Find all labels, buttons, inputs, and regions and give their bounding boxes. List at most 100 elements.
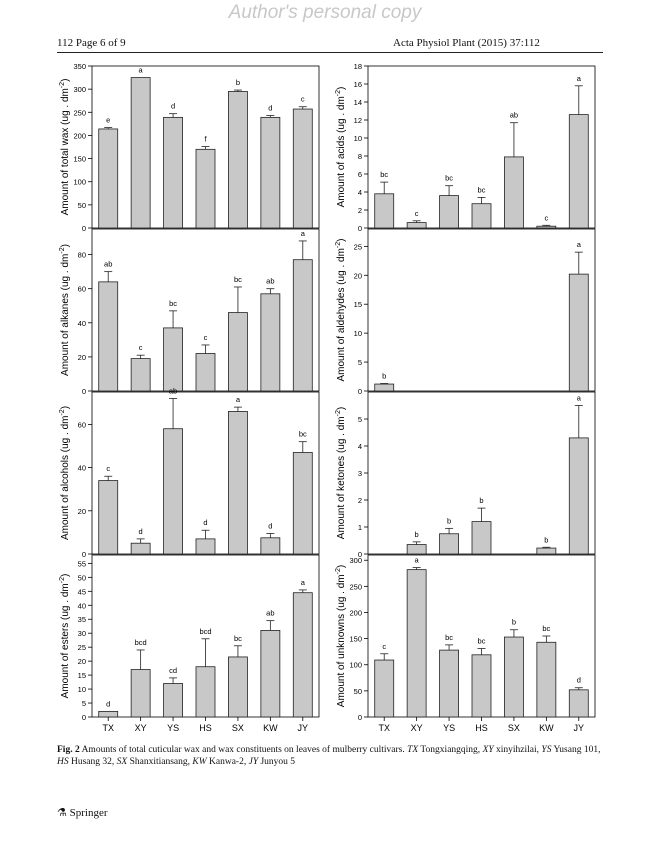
y-tick-label: 60: [78, 285, 86, 294]
bar: [471, 654, 492, 718]
bar: [130, 669, 151, 718]
y-tick-label: 30: [78, 629, 86, 638]
bar: [536, 547, 557, 555]
y-tick-label: 16: [354, 80, 362, 89]
significance-label: d: [268, 104, 272, 113]
caption-legend-abbr: JY: [248, 757, 259, 767]
significance-label: c: [139, 343, 143, 352]
x-tick-label: SX: [508, 723, 520, 733]
y-tick-label: 80: [78, 251, 86, 260]
x-tick-label: JY: [574, 723, 585, 733]
significance-label: b: [382, 371, 386, 380]
significance-label: ab: [266, 609, 274, 618]
bar: [406, 222, 427, 229]
bar: [471, 521, 492, 555]
bar: [130, 358, 151, 392]
bar: [292, 108, 313, 229]
significance-label: bc: [542, 624, 550, 633]
caption-legend: TX Tongxiangqing, XY xinyihzilai, YS Yus…: [57, 745, 600, 767]
caption-legend-abbr: KW: [192, 757, 207, 767]
bar: [568, 437, 589, 555]
y-axis-label: Amount of esters (ug . dm-2): [59, 574, 71, 699]
y-tick-label: 2: [358, 206, 362, 215]
significance-label: c: [415, 209, 419, 218]
caption-legend-name: Shanxitiansang,: [127, 757, 193, 767]
y-tick-label: 5: [82, 699, 86, 708]
significance-label: e: [106, 116, 110, 125]
bar: [439, 533, 459, 555]
bar: [406, 544, 427, 555]
y-tick-label: 60: [78, 420, 86, 429]
y-axis-label: Amount of alcohols (ug . dm-2): [59, 406, 71, 540]
significance-label: bc: [299, 430, 307, 439]
y-tick-label: 20: [78, 657, 86, 666]
significance-label: d: [577, 676, 581, 685]
bar: [292, 259, 313, 392]
significance-label: bc: [478, 637, 486, 646]
bar: [406, 569, 427, 718]
bar: [163, 327, 183, 392]
bar: [228, 656, 248, 718]
bar: [439, 195, 459, 229]
y-tick-label: 200: [349, 608, 362, 617]
significance-label: b: [512, 618, 516, 627]
x-tick-label: KW: [263, 723, 278, 733]
y-tick-label: 20: [78, 353, 86, 362]
y-tick-label: 0: [358, 713, 362, 722]
publisher-name: Springer: [69, 807, 108, 819]
y-tick-label: 20: [354, 271, 362, 280]
caption-legend-abbr: XY: [482, 745, 494, 755]
significance-label: d: [268, 521, 272, 530]
bar: [471, 203, 492, 229]
y-tick-label: 18: [354, 62, 362, 71]
y-tick-label: 1: [358, 523, 362, 532]
significance-label: bc: [169, 299, 177, 308]
springer-icon: ⚗: [57, 807, 67, 819]
y-tick-label: 0: [82, 550, 86, 559]
y-tick-label: 200: [73, 131, 86, 140]
significance-label: a: [139, 66, 144, 75]
y-tick-label: 5: [358, 415, 362, 424]
bar: [374, 383, 395, 392]
caption-legend-name: Junyou 5: [258, 757, 296, 767]
caption-legend-abbr: TX: [407, 745, 419, 755]
significance-label: b: [544, 535, 548, 544]
y-axis-label: Amount of ketones (ug . dm-2): [335, 407, 347, 539]
significance-label: bc: [234, 275, 242, 284]
significance-label: b: [236, 78, 240, 87]
significance-label: a: [577, 394, 582, 403]
x-tick-label: YS: [167, 723, 179, 733]
caption-text: Amounts of total cuticular wax and wax c…: [81, 745, 405, 755]
caption-legend-abbr: YS: [541, 745, 552, 755]
significance-label: a: [236, 395, 241, 404]
y-tick-label: 2: [358, 496, 362, 505]
significance-label: bc: [478, 185, 486, 194]
y-tick-label: 50: [354, 687, 362, 696]
significance-label: d: [139, 527, 143, 536]
y-tick-label: 15: [354, 300, 362, 309]
bar: [228, 411, 248, 555]
bar: [536, 225, 557, 229]
watermark: Author's personal copy: [228, 2, 422, 23]
y-tick-label: 0: [82, 387, 86, 396]
bar: [536, 641, 557, 718]
bar: [98, 480, 119, 555]
y-tick-label: 300: [349, 556, 362, 565]
bar: [130, 542, 151, 555]
y-tick-label: 0: [358, 550, 362, 559]
y-tick-label: 250: [73, 108, 86, 117]
y-tick-label: 10: [354, 329, 362, 338]
y-tick-label: 35: [78, 615, 86, 624]
bar: [195, 666, 216, 718]
bar: [130, 77, 151, 229]
significance-label: bcd: [199, 627, 211, 636]
significance-label: a: [415, 556, 420, 565]
bar: [195, 538, 216, 555]
y-tick-label: 5: [358, 358, 362, 367]
caption-legend-name: Yusang 101,: [551, 745, 601, 755]
y-tick-label: 14: [354, 98, 362, 107]
y-tick-label: 45: [78, 587, 86, 596]
significance-label: ab: [104, 260, 112, 269]
y-tick-label: 25: [354, 242, 362, 251]
